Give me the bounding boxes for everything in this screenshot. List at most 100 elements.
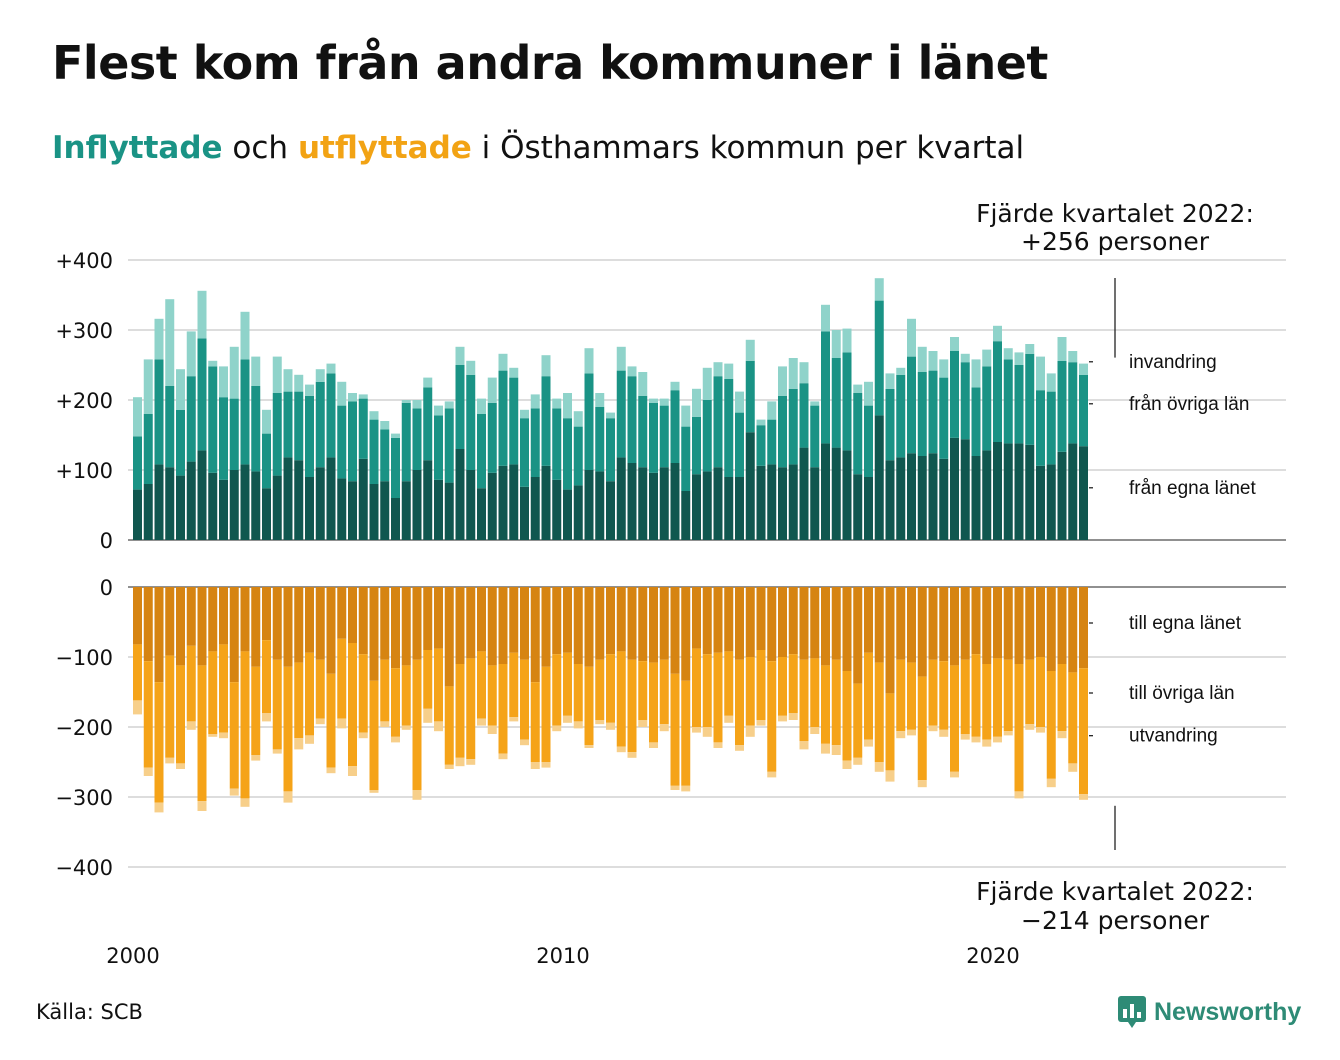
bar-out-1 xyxy=(530,682,540,762)
bar-out-1 xyxy=(541,666,551,762)
bar-in-0 xyxy=(810,467,820,540)
bar-out-2 xyxy=(315,718,325,725)
bar-out-1 xyxy=(283,666,293,792)
bar-in-1 xyxy=(251,386,261,472)
bar-in-1 xyxy=(960,362,970,440)
bar-in-0 xyxy=(423,460,433,540)
bar-out-2 xyxy=(681,785,691,792)
bar-out-2 xyxy=(1057,731,1067,739)
bar-in-2 xyxy=(229,346,239,399)
bar-in-0 xyxy=(1046,464,1056,540)
bar-in-0 xyxy=(767,464,777,540)
bar-out-2 xyxy=(219,732,228,739)
bar-in-1 xyxy=(520,418,529,487)
bar-out-2 xyxy=(767,771,777,778)
bar-in-2 xyxy=(735,391,744,413)
bar-in-0 xyxy=(756,465,766,540)
bar-chart-speech-bubble-icon xyxy=(1118,996,1146,1028)
bar-in-2 xyxy=(348,393,357,402)
bar-out-2 xyxy=(262,713,271,722)
bar-in-0 xyxy=(466,470,476,540)
bar-out-2 xyxy=(713,742,723,748)
x-tick-label: 2020 xyxy=(966,944,1019,968)
bar-out-0 xyxy=(1046,587,1056,671)
bar-out-0 xyxy=(1003,587,1013,660)
bar-in-1 xyxy=(928,370,938,454)
bar-out-2 xyxy=(444,764,454,769)
bar-in-0 xyxy=(853,474,863,540)
bar-out-0 xyxy=(724,587,734,652)
bar-in-2 xyxy=(595,393,605,407)
bar-in-0 xyxy=(907,453,916,540)
bar-out-2 xyxy=(391,736,400,743)
bar-in-0 xyxy=(821,443,830,540)
bar-out-0 xyxy=(853,587,863,684)
bar-in-1 xyxy=(993,341,1002,442)
bar-out-2 xyxy=(799,741,809,750)
bar-in-2 xyxy=(670,381,680,391)
series-label-in: från egna länet xyxy=(1129,478,1256,499)
bar-in-1 xyxy=(971,387,981,456)
bar-out-1 xyxy=(649,662,658,743)
bar-in-2 xyxy=(337,381,347,406)
bar-in-0 xyxy=(681,491,691,540)
bar-in-0 xyxy=(745,432,755,540)
bar-in-2 xyxy=(272,356,282,393)
bar-out-2 xyxy=(982,739,992,747)
bar-out-1 xyxy=(767,661,777,772)
bar-in-0 xyxy=(455,449,465,540)
bar-out-2 xyxy=(176,763,185,769)
bar-in-0 xyxy=(1079,446,1088,540)
bar-out-1 xyxy=(498,664,508,754)
bar-out-0 xyxy=(821,587,830,666)
bar-in-0 xyxy=(584,470,594,540)
bar-out-2 xyxy=(520,739,529,746)
bar-out-1 xyxy=(1079,668,1088,795)
bar-out-0 xyxy=(498,587,508,664)
bar-out-1 xyxy=(885,693,895,771)
bar-in-1 xyxy=(391,437,400,498)
bar-out-0 xyxy=(756,587,766,650)
bar-in-1 xyxy=(186,376,196,462)
y-tick-label-bottom: −200 xyxy=(55,716,113,740)
bar-out-2 xyxy=(143,767,153,776)
bar-in-1 xyxy=(197,338,207,451)
bar-in-2 xyxy=(649,398,658,403)
bar-in-0 xyxy=(552,479,562,540)
bar-out-2 xyxy=(154,802,164,813)
bar-in-2 xyxy=(1003,348,1013,360)
bar-in-0 xyxy=(692,474,701,540)
bar-in-2 xyxy=(358,394,368,399)
bar-in-1 xyxy=(143,414,153,484)
bar-in-1 xyxy=(917,372,927,456)
y-tick-label-bottom: −400 xyxy=(55,856,113,880)
bar-in-2 xyxy=(154,318,164,360)
bar-out-0 xyxy=(649,587,658,663)
bar-out-1 xyxy=(896,659,906,732)
bar-in-1 xyxy=(208,366,218,473)
bar-out-0 xyxy=(369,587,379,681)
bar-in-0 xyxy=(1057,451,1067,540)
bar-out-2 xyxy=(455,757,465,767)
bar-out-2 xyxy=(756,720,766,726)
bar-in-2 xyxy=(133,397,142,437)
bar-in-0 xyxy=(606,481,615,540)
bar-out-1 xyxy=(692,648,701,727)
bar-in-1 xyxy=(1036,390,1045,466)
bar-in-0 xyxy=(896,457,906,540)
bar-out-1 xyxy=(1003,659,1013,732)
bar-in-0 xyxy=(1068,443,1078,540)
bar-in-0 xyxy=(1025,444,1035,540)
bar-out-0 xyxy=(1014,587,1024,664)
bar-in-1 xyxy=(283,391,293,458)
bar-out-0 xyxy=(778,587,787,657)
bar-in-1 xyxy=(412,408,422,470)
annotation-bottom: Fjärde kvartalet 2022: xyxy=(976,877,1254,906)
bar-in-1 xyxy=(692,416,701,475)
bar-in-0 xyxy=(831,447,841,540)
bar-out-0 xyxy=(563,587,572,653)
series-label-in: från övriga län xyxy=(1129,394,1249,415)
bar-in-0 xyxy=(874,415,884,540)
bar-out-1 xyxy=(380,659,390,722)
bar-in-0 xyxy=(595,471,605,540)
